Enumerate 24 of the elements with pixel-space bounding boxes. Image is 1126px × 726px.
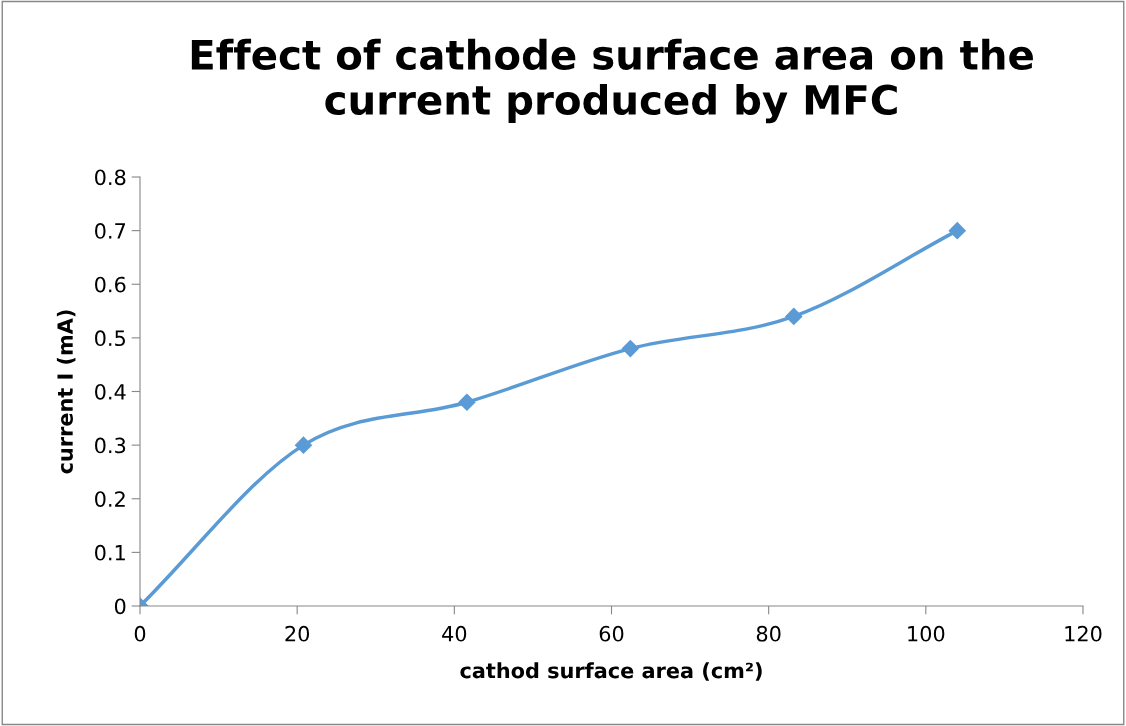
x-tick-label: 120 bbox=[1065, 625, 1102, 642]
y-tick-label: 0.5 bbox=[95, 330, 125, 347]
x-tick-label: 100 bbox=[908, 625, 945, 642]
x-tick-label: 40 bbox=[442, 625, 467, 642]
x-tick-label: 60 bbox=[599, 625, 624, 642]
y-tick-label: 0.3 bbox=[95, 437, 126, 454]
point bbox=[785, 307, 803, 325]
y-tick-label: 0 bbox=[114, 598, 126, 615]
x-tick-label: 80 bbox=[756, 625, 781, 642]
y-axis-title: current I (mA) bbox=[56, 310, 76, 474]
point bbox=[294, 436, 313, 454]
point bbox=[621, 340, 639, 358]
x-axis-title: cathod surface area (cm²) bbox=[460, 662, 762, 681]
y-tick-label: 0.8 bbox=[95, 169, 126, 186]
y-tick-label: 0.7 bbox=[95, 223, 126, 239]
y-tick-label: 0.1 bbox=[95, 544, 125, 561]
point bbox=[458, 393, 476, 411]
x-tick-label: 20 bbox=[285, 625, 310, 642]
y-tick-label: 0.2 bbox=[95, 491, 125, 507]
point bbox=[948, 222, 966, 240]
y-tick-label: 0.6 bbox=[95, 276, 126, 293]
y-tick-label: 0.4 bbox=[95, 383, 126, 400]
x-tick-label: 0 bbox=[134, 625, 146, 642]
chart-title: Effect of cathode surface area on the current produced by MFC bbox=[191, 38, 1033, 124]
